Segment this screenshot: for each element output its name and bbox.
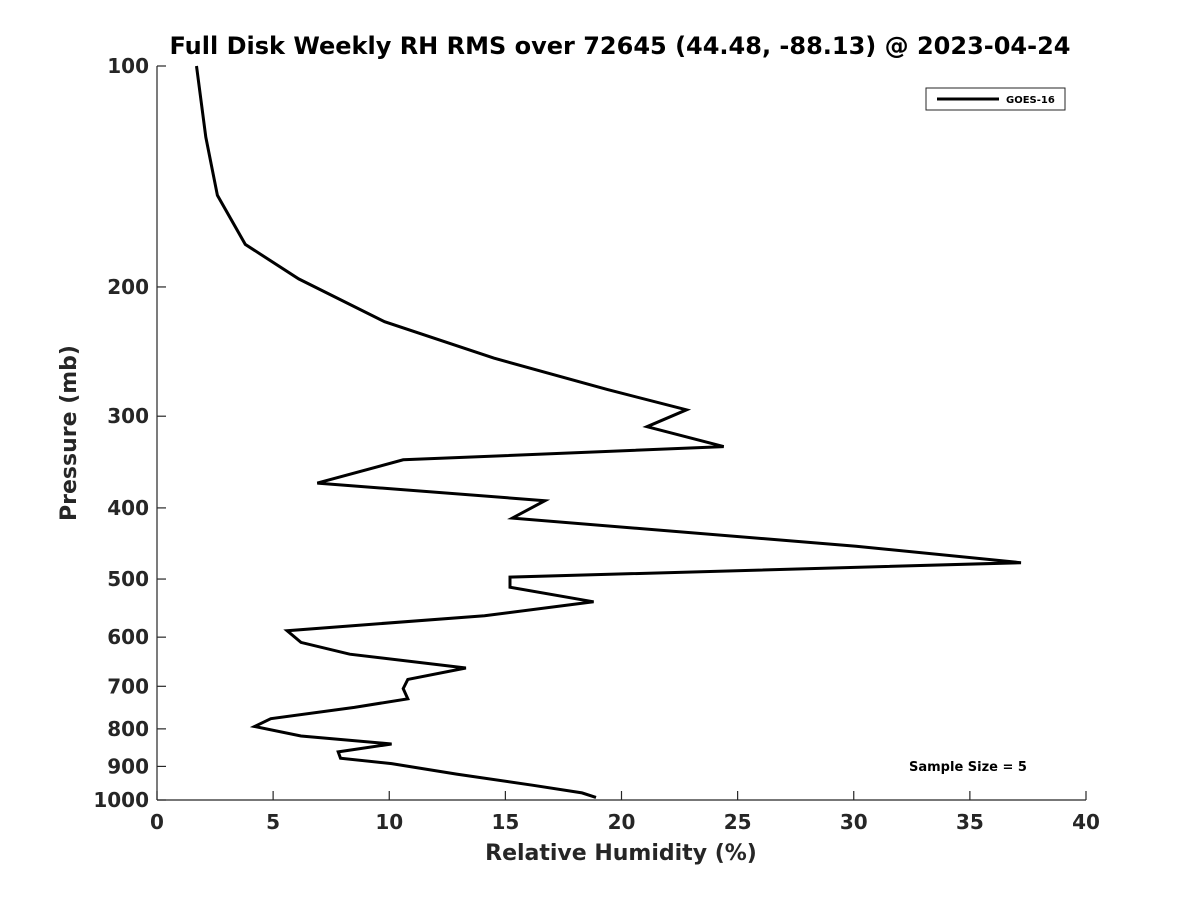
y-tick-label: 400 bbox=[107, 496, 149, 520]
x-ticks: 0 5 10 15 20 25 30 35 40 bbox=[150, 791, 1100, 834]
y-tick-label: 900 bbox=[107, 754, 149, 778]
series-line-goes-16 bbox=[195, 65, 1022, 799]
y-tick-label: 200 bbox=[107, 275, 149, 299]
x-axis-label: Relative Humidity (%) bbox=[485, 841, 757, 866]
y-tick-label: 700 bbox=[107, 674, 149, 698]
y-tick-label: 1000 bbox=[93, 788, 149, 812]
x-tick-label: 35 bbox=[956, 810, 984, 834]
y-tick-label: 100 bbox=[107, 54, 149, 78]
x-tick-label: 40 bbox=[1072, 810, 1100, 834]
x-tick-label: 30 bbox=[840, 810, 868, 834]
x-tick-label: 0 bbox=[150, 810, 164, 834]
y-tick-label: 800 bbox=[107, 717, 149, 741]
y-ticks: 100 200 300 400 500 600 700 800 900 1000 bbox=[93, 54, 166, 812]
series-group bbox=[195, 65, 1022, 799]
x-tick-label: 20 bbox=[608, 810, 636, 834]
x-tick-label: 25 bbox=[724, 810, 752, 834]
legend: GOES-16 bbox=[925, 87, 1066, 111]
chart-title: Full Disk Weekly RH RMS over 72645 (44.4… bbox=[169, 32, 1070, 60]
x-tick-label: 5 bbox=[266, 810, 280, 834]
y-tick-label: 300 bbox=[107, 404, 149, 428]
y-axis-label: Pressure (mb) bbox=[57, 345, 82, 521]
legend-label-goes-16: GOES-16 bbox=[1006, 95, 1055, 106]
sample-size-annotation: Sample Size = 5 bbox=[909, 760, 1027, 775]
y-tick-label: 500 bbox=[107, 567, 149, 591]
x-tick-label: 10 bbox=[375, 810, 403, 834]
y-tick-label: 600 bbox=[107, 625, 149, 649]
x-tick-label: 15 bbox=[491, 810, 519, 834]
